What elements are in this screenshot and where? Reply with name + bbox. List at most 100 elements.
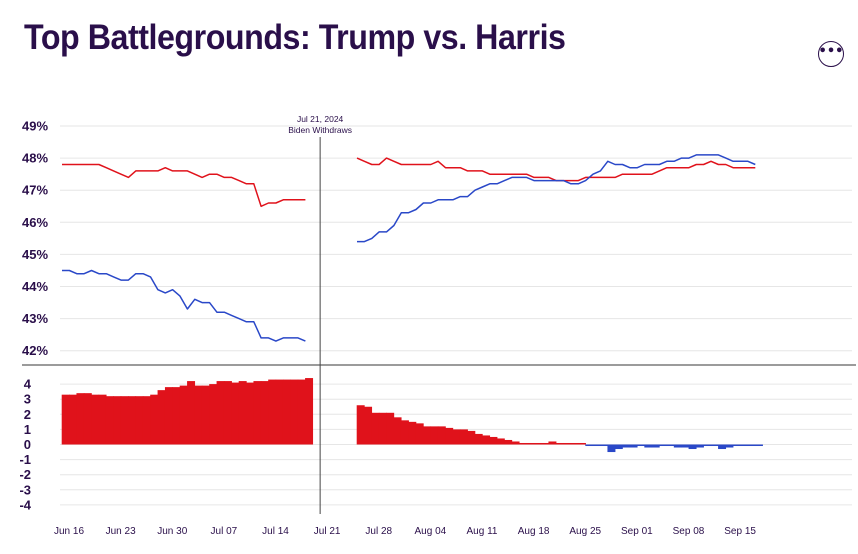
margin-bar: [91, 394, 100, 445]
margin-bar: [393, 417, 402, 445]
margin-bar: [740, 444, 749, 447]
margin-bar: [113, 396, 122, 445]
margin-bar: [364, 406, 373, 445]
margin-bar: [437, 426, 446, 445]
x-tick-label: Aug 25: [569, 526, 601, 537]
annotation-label: Biden Withdraws: [288, 125, 352, 135]
top-y-tick-label: 49%: [22, 119, 48, 134]
margin-bar: [430, 426, 439, 445]
margin-bar: [105, 396, 114, 445]
margin-bar: [157, 390, 166, 445]
margin-bar: [614, 444, 623, 450]
margin-bar: [120, 396, 129, 445]
margin-bar: [386, 412, 395, 445]
margin-bar: [585, 444, 594, 447]
margin-bar: [651, 444, 660, 448]
margin-bar: [128, 396, 137, 445]
margin-bar: [83, 393, 92, 445]
margin-bar: [548, 441, 557, 445]
margin-bar: [482, 435, 491, 445]
top-y-tick-label: 48%: [22, 151, 48, 166]
margin-bar: [290, 379, 299, 445]
margin-bar: [282, 379, 291, 445]
margin-bar: [659, 444, 668, 447]
margin-bar: [695, 444, 704, 448]
margin-bar: [533, 442, 542, 445]
bottom-y-tick-label: 4: [24, 377, 32, 392]
margin-bar: [150, 394, 159, 445]
margin-bar: [754, 444, 763, 447]
annotation-date: Jul 21, 2024: [297, 114, 344, 124]
margin-bar: [452, 429, 461, 445]
margin-bar: [238, 381, 247, 445]
margin-bar: [732, 444, 741, 447]
margin-bar: [459, 429, 468, 445]
bottom-y-tick-label: 3: [24, 392, 31, 407]
margin-bar: [164, 387, 173, 445]
margin-bar: [703, 444, 712, 447]
x-tick-label: Aug 11: [467, 526, 498, 537]
margin-bar: [555, 442, 564, 445]
margin-bar: [400, 420, 409, 445]
margin-bar: [541, 442, 550, 445]
margin-bar: [511, 441, 520, 445]
top-y-tick-label: 43%: [22, 311, 48, 326]
margin-bar: [688, 444, 697, 450]
more-options-button[interactable]: •••: [818, 41, 844, 67]
margin-bar: [622, 444, 631, 448]
x-tick-label: Sep 15: [724, 526, 756, 537]
margin-bar: [223, 381, 232, 445]
bottom-y-tick-label: 2: [24, 407, 31, 422]
x-tick-label: Jun 16: [54, 526, 84, 537]
margin-bar: [644, 444, 653, 448]
margin-bar: [194, 385, 203, 445]
margin-bar: [179, 385, 188, 445]
margin-bar: [142, 396, 151, 445]
margin-bar: [61, 394, 70, 445]
margin-bar: [467, 430, 476, 445]
top-y-tick-label: 44%: [22, 279, 48, 294]
series-line: [62, 269, 306, 342]
margin-bar: [563, 442, 572, 445]
margin-bar: [489, 436, 498, 445]
margin-bar: [253, 381, 262, 445]
x-tick-label: Aug 18: [518, 526, 550, 537]
margin-bar: [268, 379, 277, 445]
margin-bar: [600, 444, 609, 447]
margin-bar: [216, 381, 225, 445]
x-tick-label: Sep 01: [621, 526, 653, 537]
gridlines: [60, 125, 852, 506]
margin-bar: [673, 444, 682, 448]
margin-bar: [718, 444, 727, 450]
x-tick-label: Jul 21: [314, 526, 341, 537]
x-tick-label: Jun 30: [157, 526, 187, 537]
margin-bar: [371, 412, 380, 445]
margin-bar: [681, 444, 690, 448]
top-y-tick-label: 47%: [22, 183, 48, 198]
series-line: [62, 163, 306, 208]
margin-bar: [98, 394, 107, 445]
margin-bar: [504, 439, 513, 445]
margin-bar: [76, 393, 85, 445]
margin-bar: [305, 378, 314, 445]
margin-bar: [231, 382, 240, 445]
margin-bar: [710, 444, 719, 447]
x-tick-label: Jul 07: [211, 526, 238, 537]
bottom-y-tick-label: -4: [19, 497, 31, 512]
margin-bar: [518, 442, 527, 445]
margin-bar: [423, 426, 432, 445]
series-line: [356, 157, 756, 182]
margin-bar: [408, 421, 417, 445]
x-tick-label: Jun 23: [106, 526, 136, 537]
bottom-y-tick-label: 1: [24, 422, 31, 437]
x-tick-label: Jul 28: [365, 526, 392, 537]
more-horizontal-icon: •••: [818, 43, 844, 59]
margin-bar: [747, 444, 756, 447]
margin-bar: [570, 442, 579, 445]
margin-bar: [592, 444, 601, 447]
margin-bar: [187, 381, 196, 445]
margin-bar: [474, 433, 483, 445]
margin-bar: [297, 379, 306, 445]
margin-bar: [69, 394, 78, 445]
margin-bar: [378, 412, 387, 445]
